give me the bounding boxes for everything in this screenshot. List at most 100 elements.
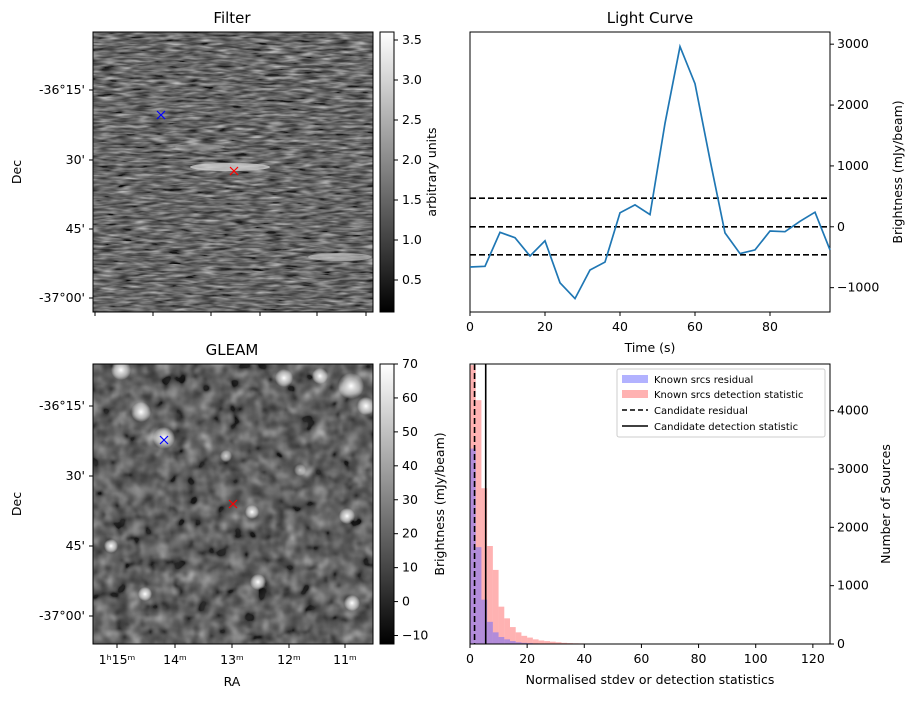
gleam-y-tick-label: 45': [66, 538, 85, 553]
filter-colorbar-tick-label: 0.5: [402, 272, 422, 287]
lightcurve-title: Light Curve: [607, 9, 693, 27]
histogram-x-tick-label: 20: [519, 651, 535, 666]
histogram-bar: [504, 639, 510, 644]
filter-panel: Filter -36°15' 30' 45' -37°00' Dec 0.5 1.…: [9, 9, 439, 316]
gleam-image: [93, 360, 375, 644]
lightcurve-y-tick-label: 2000: [837, 97, 869, 112]
lightcurve-threshold-lines: [470, 198, 830, 255]
histogram-bar: [527, 638, 533, 644]
gleam-colorbar: −10 0 10 20 30 40 50 60 70 Brightness (mJy/beam): [380, 356, 447, 644]
gleam-colorbar-tick-label: 10: [402, 560, 418, 575]
histogram-x-tick-label: 120: [801, 651, 825, 666]
filter-y-tick-label: 30': [66, 152, 85, 167]
histogram-y-tick-label: 2000: [837, 519, 869, 534]
lightcurve-x-tick-label: 60: [687, 319, 703, 334]
gleam-y-tick-label: -36°15': [39, 398, 85, 413]
lightcurve-x-ticks: 0 20 40 60 80: [466, 312, 778, 334]
histogram-x-tick-label: 80: [691, 651, 707, 666]
histogram-bar: [499, 637, 505, 644]
histogram-legend: Known srcs residual Known srcs detection…: [617, 369, 825, 437]
histogram-bar: [487, 622, 493, 644]
gleam-x-label: RA: [224, 674, 241, 689]
gleam-y-ticks: -36°15' 30' 45' -37°00': [39, 398, 93, 623]
gleam-y-label: Dec: [9, 492, 24, 516]
gleam-y-tick-label: 30': [66, 468, 85, 483]
histogram-y-tick-label: 0: [837, 636, 845, 651]
histogram-bar: [493, 632, 499, 644]
histogram-y-tick-label: 1000: [837, 578, 869, 593]
lightcurve-x-tick-label: 20: [537, 319, 553, 334]
histogram-x-tick-label: 0: [466, 651, 474, 666]
histogram-x-tick-label: 60: [633, 651, 649, 666]
histogram-x-tick-label: 100: [744, 651, 768, 666]
legend-label: Candidate residual: [654, 406, 748, 417]
legend-swatch-detection: [622, 390, 648, 398]
histogram-bar: [539, 641, 545, 645]
gleam-x-tick-label: 1ʰ15ᵐ: [99, 652, 136, 667]
gleam-colorbar-tick-label: 30: [402, 492, 418, 507]
gleam-y-tick-label: -37°00': [39, 608, 85, 623]
lightcurve-x-tick-label: 40: [612, 319, 628, 334]
lightcurve-x-tick-label: 80: [762, 319, 778, 334]
filter-title: Filter: [213, 9, 251, 27]
gleam-x-tick-label: 14ᵐ: [163, 652, 187, 667]
histogram-y-tick-label: 4000: [837, 403, 869, 418]
lightcurve-y-ticks: −1000 0 1000 2000 3000: [830, 36, 879, 294]
histogram-bar: [476, 547, 482, 644]
gleam-colorbar-tick-label: 0: [402, 594, 410, 609]
legend-swatch-residual: [622, 375, 648, 383]
legend-label: Candidate detection statistic: [654, 422, 798, 433]
histogram-bar: [521, 636, 527, 644]
histogram-y-ticks: 0 1000 2000 3000 4000: [830, 403, 869, 651]
lightcurve-y-tick-label: 3000: [837, 36, 869, 51]
lightcurve-panel: Light Curve 0 20 40 60 80 −1000 0 1000 2000 3000…: [466, 9, 905, 355]
filter-y-ticks: -36°15' 30' 45' -37°00': [39, 82, 93, 305]
gleam-x-tick-label: 11ᵐ: [333, 652, 357, 667]
lightcurve-y-tick-label: −1000: [837, 280, 879, 295]
filter-y-tick-label: -36°15': [39, 82, 85, 97]
histogram-y-label: Number of Sources: [878, 444, 893, 564]
lightcurve-y-tick-label: 1000: [837, 158, 869, 173]
filter-x-ticks: [95, 312, 366, 316]
lightcurve-axes-frame: [470, 32, 830, 312]
lightcurve-x-label: Time (s): [624, 340, 676, 355]
gleam-colorbar-tick-label: 60: [402, 390, 418, 405]
filter-colorbar-tick-label: 2.5: [402, 112, 422, 127]
filter-colorbar-tick-label: 2.0: [402, 152, 422, 167]
gleam-colorbar-label: Brightness (mJy/beam): [432, 432, 447, 575]
legend-label: Known srcs detection statistic: [654, 390, 803, 401]
gleam-colorbar-tick-label: 70: [402, 356, 418, 371]
filter-colorbar-gradient: [380, 32, 394, 312]
filter-colorbar-tick-label: 1.0: [402, 232, 422, 247]
filter-colorbar-tick-label: 3.0: [402, 72, 422, 87]
gleam-colorbar-tick-label: 20: [402, 526, 418, 541]
filter-y-tick-label: -37°00': [39, 290, 85, 305]
filter-colorbar: 0.5 1.0 1.5 2.0 2.5 3.0 3.5 arbitrary units: [380, 32, 439, 312]
gleam-colorbar-tick-label: −10: [402, 628, 428, 643]
lightcurve-series-line: [470, 47, 830, 299]
lightcurve-y-label: Brightness (mJy/beam): [890, 100, 905, 243]
gleam-colorbar-gradient: [380, 364, 394, 644]
histogram-x-label: Normalised stdev or detection statistics: [526, 672, 775, 687]
filter-colorbar-tick-label: 1.5: [402, 192, 422, 207]
histogram-x-tick-label: 40: [576, 651, 592, 666]
gleam-title: GLEAM: [206, 341, 259, 359]
legend-label: Known srcs residual: [654, 375, 753, 386]
gleam-x-ticks: 1ʰ15ᵐ 14ᵐ 13ᵐ 12ᵐ 11ᵐ: [99, 644, 357, 667]
filter-y-tick-label: 45': [66, 221, 85, 236]
lightcurve-x-tick-label: 0: [466, 319, 474, 334]
filter-y-label: Dec: [9, 160, 24, 184]
lightcurve-y-tick-label: 0: [837, 219, 845, 234]
gleam-x-tick-label: 12ᵐ: [277, 652, 301, 667]
histogram-panel: 0 20 40 60 80 100 120 0 1000 2000 3000 4000 Normal…: [466, 364, 893, 687]
gleam-colorbar-tick-label: 50: [402, 424, 418, 439]
histogram-y-tick-label: 3000: [837, 461, 869, 476]
histogram-x-ticks: 0 20 40 60 80 100 120: [466, 644, 825, 666]
gleam-x-tick-label: 13ᵐ: [220, 652, 244, 667]
filter-colorbar-tick-label: 3.5: [402, 32, 422, 47]
gleam-colorbar-tick-label: 40: [402, 458, 418, 473]
filter-colorbar-label: arbitrary units: [424, 127, 439, 216]
histogram-bar: [533, 639, 539, 644]
gleam-panel: GLEAM 1ʰ15ᵐ 14ᵐ: [9, 341, 447, 689]
